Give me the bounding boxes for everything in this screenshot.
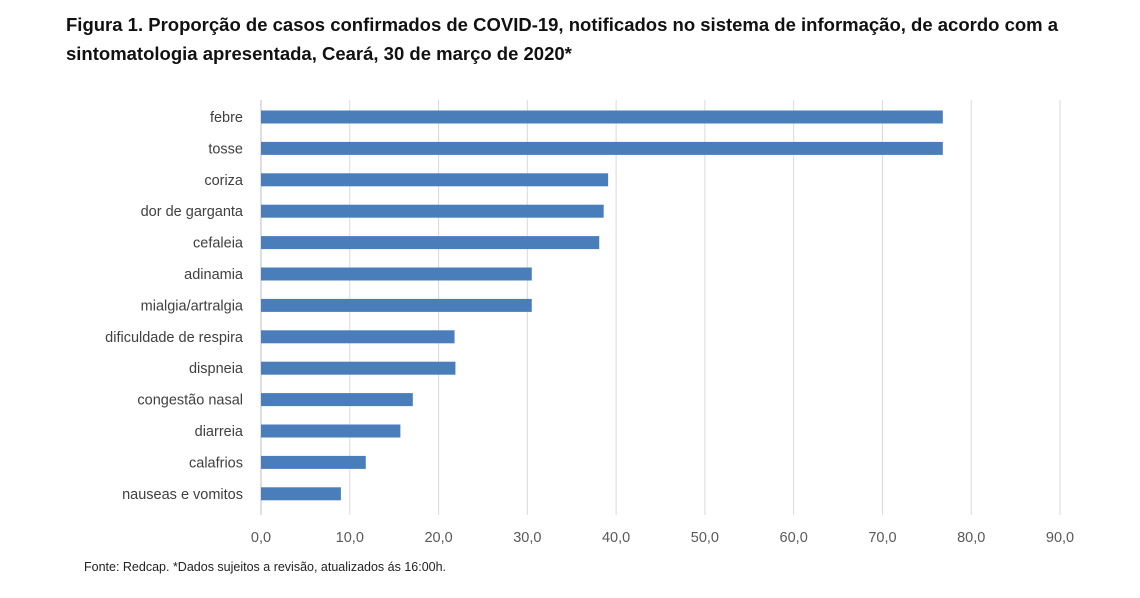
bar (261, 298, 532, 312)
x-tick-label: 80,0 (957, 530, 985, 546)
x-tick-label: 30,0 (513, 530, 541, 546)
category-label: mialgia/artralgia (141, 298, 244, 314)
x-tick-label: 70,0 (868, 530, 896, 546)
bar (261, 393, 413, 407)
x-tick-label: 50,0 (691, 530, 719, 546)
x-tick-label: 60,0 (780, 530, 808, 546)
x-tick-label: 10,0 (336, 530, 364, 546)
bar (261, 424, 401, 438)
chart-footnote: Fonte: Redcap. *Dados sujeitos a revisão… (84, 560, 447, 574)
x-tick-label: 40,0 (602, 530, 630, 546)
category-label: tosse (208, 141, 243, 157)
bar (261, 173, 609, 187)
category-label: nauseas e vomitos (122, 487, 243, 503)
category-label: congestão nasal (137, 393, 243, 409)
bar (261, 330, 455, 344)
category-label: dor de garganta (141, 204, 244, 220)
bar (261, 267, 532, 281)
category-label: calafrios (189, 455, 243, 471)
bar (261, 487, 341, 501)
bar (261, 141, 943, 155)
category-label: cefaleia (193, 236, 244, 252)
chart-title: Figura 1. Proporção de casos confirmados… (66, 14, 1059, 64)
bar (261, 236, 600, 250)
bar (261, 204, 604, 218)
bar (261, 110, 943, 124)
category-label: dispneia (189, 361, 244, 377)
bar (261, 361, 456, 375)
bar (261, 455, 366, 469)
category-label: diarreia (195, 424, 244, 440)
category-label: coriza (204, 173, 244, 189)
category-label: febre (210, 110, 243, 126)
x-tick-label: 0,0 (251, 530, 271, 546)
x-tick-label: 90,0 (1046, 530, 1074, 546)
category-label: dificuldade de respira (105, 330, 244, 346)
x-tick-label: 20,0 (424, 530, 452, 546)
category-label: adinamia (184, 267, 244, 283)
